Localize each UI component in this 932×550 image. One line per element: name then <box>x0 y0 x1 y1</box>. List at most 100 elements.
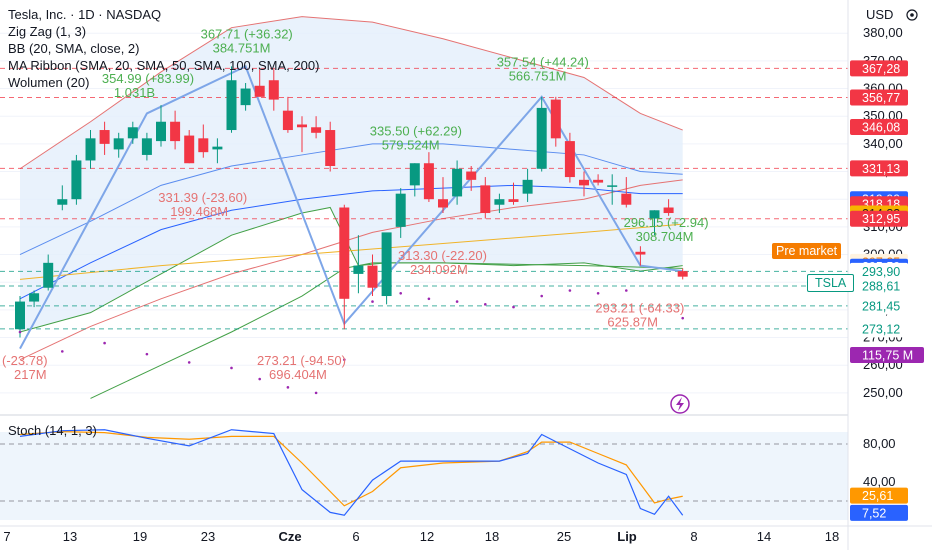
annotation-label: 293.21 (-64.33) <box>595 301 684 316</box>
time-tick-label: Lip <box>617 529 637 544</box>
time-tick-label: 23 <box>201 529 215 544</box>
volume-dot <box>455 300 459 303</box>
price-tag-box <box>849 297 909 315</box>
volume-dot <box>427 297 431 301</box>
ma-ribbon <box>19 179 683 399</box>
chart-title[interactable]: Tesla, Inc. · 1D · NASDAQ <box>8 7 162 22</box>
settings-icon[interactable] <box>906 9 918 21</box>
candle-body <box>353 265 364 274</box>
price-tag-box <box>850 60 908 77</box>
annotation-label: 367.71 (+36.32) <box>201 27 293 42</box>
candle-body <box>156 121 166 142</box>
time-tick-label: 7 <box>3 529 10 544</box>
volume-dot <box>681 316 684 320</box>
candle-body <box>85 138 96 161</box>
annotation-volume: 384.751M <box>213 41 271 56</box>
candle-body <box>226 80 237 131</box>
price-tag-box <box>850 119 908 136</box>
candle-body <box>452 168 463 197</box>
annotations: 367.71 (+36.32)384.751M 354.99 (+83.99)1.… <box>2 27 709 382</box>
candle-body <box>395 193 406 227</box>
candle-body <box>325 130 336 166</box>
stoch-background <box>0 432 848 520</box>
annotation-volume: 566.751M <box>509 68 567 83</box>
candle-body <box>254 85 265 97</box>
price-tag-value: 281,45 <box>862 299 900 313</box>
annotation-volume: 625.87M <box>607 315 658 330</box>
annotation-label: 357.54 (+44.24) <box>497 54 589 69</box>
volume-dot <box>568 289 572 292</box>
annotation-volume: 1.031B <box>114 85 155 100</box>
time-tick-label: 25 <box>557 529 571 544</box>
annotation-volume: 308.704M <box>636 229 694 244</box>
volume-dot <box>258 377 262 381</box>
volume-dot <box>103 341 106 345</box>
volume-dot <box>18 330 22 334</box>
candle-body <box>240 88 251 106</box>
price-tag-value: 288,61 <box>862 280 900 294</box>
candle-body <box>621 193 632 205</box>
price-tag-value: 312,95 <box>862 212 900 226</box>
stoch-label[interactable]: Stoch (14, 1, 3) <box>8 423 97 438</box>
lightning-icon[interactable] <box>670 394 690 414</box>
indicator-ma-ribbon[interactable]: MA Ribbon (SMA, 20, SMA, 50, SMA, 100, S… <box>8 58 320 73</box>
candle-body <box>480 185 491 214</box>
stoch-tick-label: 80,00 <box>863 436 896 451</box>
indicator-volume[interactable]: Wolumen (20) <box>8 75 90 90</box>
indicator-zigzag[interactable]: Zig Zag (1, 3) <box>8 24 87 39</box>
chart-legend: Tesla, Inc. · 1D · NASDAQ Zig Zag (1, 3)… <box>8 6 319 91</box>
annotation-volume: 696.404M <box>269 367 327 382</box>
time-tick-label: 18 <box>825 529 839 544</box>
annotation-label: 335.50 (+62.29) <box>370 124 462 139</box>
candle-body <box>677 271 688 277</box>
candle-body <box>494 199 505 205</box>
candle-body <box>550 99 561 139</box>
pre-market-label: Pre market <box>772 243 842 259</box>
candle-body <box>113 138 124 150</box>
price-tag-value: 367,28 <box>862 62 900 76</box>
stoch-tag-value: 7,52 <box>862 506 886 520</box>
candle-body <box>649 210 660 219</box>
price-tick-label: 250,00 <box>863 385 903 400</box>
candle-body <box>367 265 378 288</box>
candle-body <box>15 301 25 330</box>
ma-ribbon-line-1 <box>19 184 683 300</box>
candle-body <box>127 127 138 139</box>
candle-body <box>423 163 434 200</box>
candle-body <box>381 232 392 297</box>
candle-body <box>71 160 82 200</box>
price-tick-label: 380,00 <box>863 25 903 40</box>
candles[interactable] <box>15 66 688 338</box>
annotation-volume: 217M <box>14 367 47 382</box>
price-tags: 367,28356,77346,08331,13319,99318,18314,… <box>849 60 924 363</box>
ma-ribbon-line-0 <box>19 179 683 361</box>
candle-body <box>466 171 477 180</box>
candle-body <box>282 110 293 131</box>
stoch-k-line <box>19 429 684 516</box>
candle-body <box>57 199 68 205</box>
candle-body <box>438 199 448 208</box>
bb-basis-line <box>19 143 683 255</box>
time-tick-label: 19 <box>133 529 147 544</box>
candle-body <box>43 262 54 288</box>
price-tag-value: 115,75 M <box>862 349 913 363</box>
price-tag-value: 331,13 <box>862 162 900 176</box>
time-axis[interactable]: 7 13 19 23 Cze 6 12 18 25 Lip 8 14 18 <box>0 525 932 544</box>
candle-body <box>635 251 646 255</box>
indicator-bb[interactable]: BB (20, SMA, close, 2) <box>8 41 140 56</box>
ma-ribbon-line-2 <box>19 223 683 280</box>
candle-body <box>593 179 604 183</box>
candle-body <box>508 199 519 202</box>
volume-dot <box>145 352 149 356</box>
annotation-label: 273.21 (-94.50) <box>257 353 346 368</box>
stoch-tag-box <box>850 487 908 504</box>
time-tick-label: 12 <box>420 529 434 544</box>
ticker-tag[interactable]: TSLA <box>807 274 855 292</box>
time-tick-label: 14 <box>757 529 771 544</box>
price-tag-value: 293,90 <box>862 265 900 279</box>
currency-label[interactable]: USD <box>866 7 894 22</box>
candle-body <box>297 124 307 128</box>
annotation-volume: 234.092M <box>410 262 468 277</box>
